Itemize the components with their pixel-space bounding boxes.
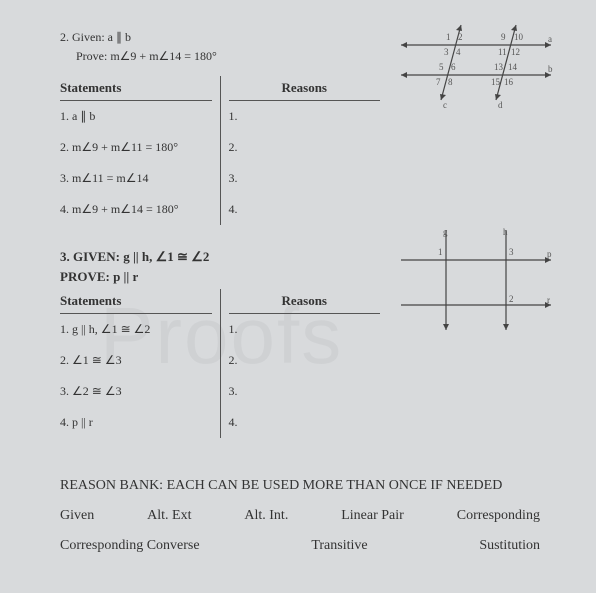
p3-stmt-4: 4. p || r bbox=[60, 407, 212, 438]
svg-text:r: r bbox=[547, 295, 550, 305]
bank-linearpair: Linear Pair bbox=[341, 508, 404, 524]
p2-reason-4: 4. bbox=[229, 194, 381, 225]
bank-corresponding: Corresponding bbox=[457, 508, 540, 524]
p2-stmt-1: 1. a ∥ b bbox=[60, 101, 212, 132]
p3-reason-3: 3. bbox=[229, 376, 381, 407]
p3-reasons-header: Reasons bbox=[229, 289, 381, 314]
p3-stmt-1: 1. g || h, ∠1 ≅ ∠2 bbox=[60, 314, 212, 345]
bank-transitive: Transitive bbox=[311, 538, 367, 554]
bank-row-2: Corresponding Converse Transitive Sustit… bbox=[60, 538, 540, 554]
p3-reason-2: 2. bbox=[229, 345, 381, 376]
p3-statements-col: Statements 1. g || h, ∠1 ≅ ∠2 2. ∠1 ≅ ∠3… bbox=[60, 289, 221, 438]
svg-text:b: b bbox=[548, 64, 553, 74]
p3-reason-1: 1. bbox=[229, 314, 381, 345]
p2-reason-2: 2. bbox=[229, 132, 381, 163]
p3-given: 3. GIVEN: g || h, ∠1 ≅ ∠2 bbox=[60, 249, 536, 265]
bank-given: Given bbox=[60, 508, 94, 524]
bank-row-1: Given Alt. Ext Alt. Int. Linear Pair Cor… bbox=[60, 508, 540, 524]
p2-reason-3: 3. bbox=[229, 163, 381, 194]
p2-reason-1: 1. bbox=[229, 101, 381, 132]
p2-stmt-3: 3. m∠11 = m∠14 bbox=[60, 163, 212, 194]
reason-bank-title: REASON BANK: EACH CAN BE USED MORE THAN … bbox=[60, 478, 536, 494]
svg-text:p: p bbox=[547, 249, 552, 259]
bank-altext: Alt. Ext bbox=[147, 508, 191, 524]
p2-statements-header: Statements bbox=[60, 76, 212, 101]
svg-text:a: a bbox=[548, 34, 552, 44]
bank-substitution: Sustitution bbox=[479, 538, 540, 554]
content-wrapper: 2. Given: a ∥ b Prove: m∠9 + m∠14 = 180°… bbox=[60, 30, 536, 554]
bank-altint: Alt. Int. bbox=[244, 508, 288, 524]
reason-bank: REASON BANK: EACH CAN BE USED MORE THAN … bbox=[60, 478, 536, 554]
p3-statements-header: Statements bbox=[60, 289, 212, 314]
p2-stmt-4: 4. m∠9 + m∠14 = 180° bbox=[60, 194, 212, 225]
p2-given: 2. Given: a ∥ b bbox=[60, 30, 536, 45]
p2-statements-col: Statements 1. a ∥ b 2. m∠9 + m∠11 = 180°… bbox=[60, 76, 221, 225]
p3-reasons-col: Reasons 1. 2. 3. 4. bbox=[221, 289, 381, 438]
bank-corrconverse: Corresponding Converse bbox=[60, 538, 200, 554]
p2-prove: Prove: m∠9 + m∠14 = 180° bbox=[60, 49, 536, 64]
p2-reasons-header: Reasons bbox=[229, 76, 381, 101]
p3-reason-4: 4. bbox=[229, 407, 381, 438]
p3-prove: PROVE: p || r bbox=[60, 269, 536, 285]
p3-stmt-2: 2. ∠1 ≅ ∠3 bbox=[60, 345, 212, 376]
p2-stmt-2: 2. m∠9 + m∠11 = 180° bbox=[60, 132, 212, 163]
p3-stmt-3: 3. ∠2 ≅ ∠3 bbox=[60, 376, 212, 407]
p2-proof-table: Statements 1. a ∥ b 2. m∠9 + m∠11 = 180°… bbox=[60, 76, 380, 225]
p2-reasons-col: Reasons 1. 2. 3. 4. bbox=[221, 76, 381, 225]
p3-proof-table: Statements 1. g || h, ∠1 ≅ ∠2 2. ∠1 ≅ ∠3… bbox=[60, 289, 380, 438]
